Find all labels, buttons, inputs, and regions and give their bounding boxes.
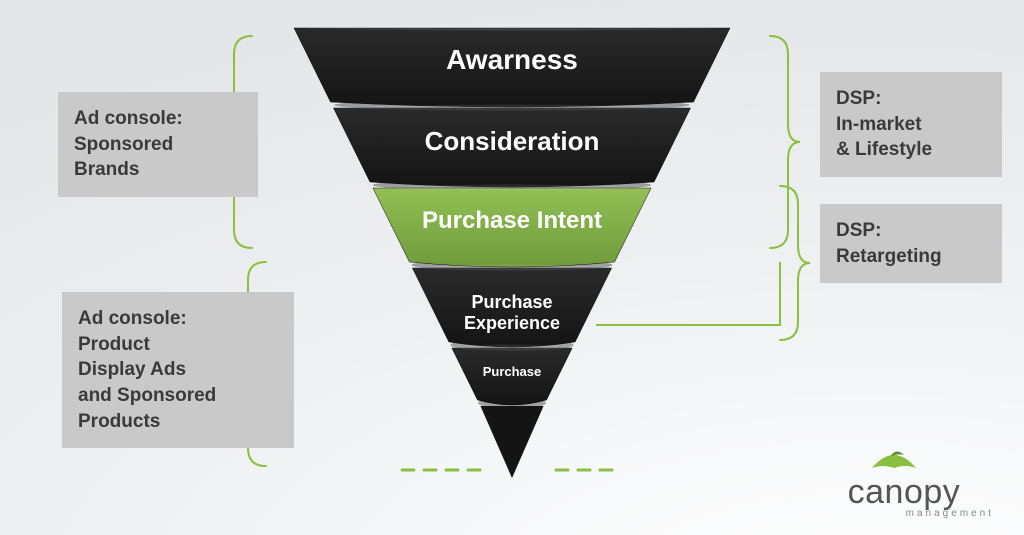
funnel-stage-3: PurchaseExperience [302, 292, 722, 334]
brand-sub: management [906, 508, 994, 519]
funnel-stage-2: Purchase Intent [302, 207, 722, 235]
funnel-stage-4: Purchase [302, 364, 722, 379]
callout-ad-console-products: Ad console:ProductDisplay Adsand Sponsor… [62, 292, 294, 448]
callout-dsp-inmarket: DSP:In-market& Lifestyle [820, 72, 1002, 177]
funnel-stage-0: Awarness [302, 44, 722, 76]
brand-logo: canopy management [848, 473, 994, 519]
callout-ad-console-brands: Ad console:SponsoredBrands [58, 92, 258, 197]
brand-word: canopy [848, 473, 994, 512]
funnel-stage-1: Consideration [302, 126, 722, 157]
callout-dsp-retargeting: DSP:Retargeting [820, 204, 1002, 283]
